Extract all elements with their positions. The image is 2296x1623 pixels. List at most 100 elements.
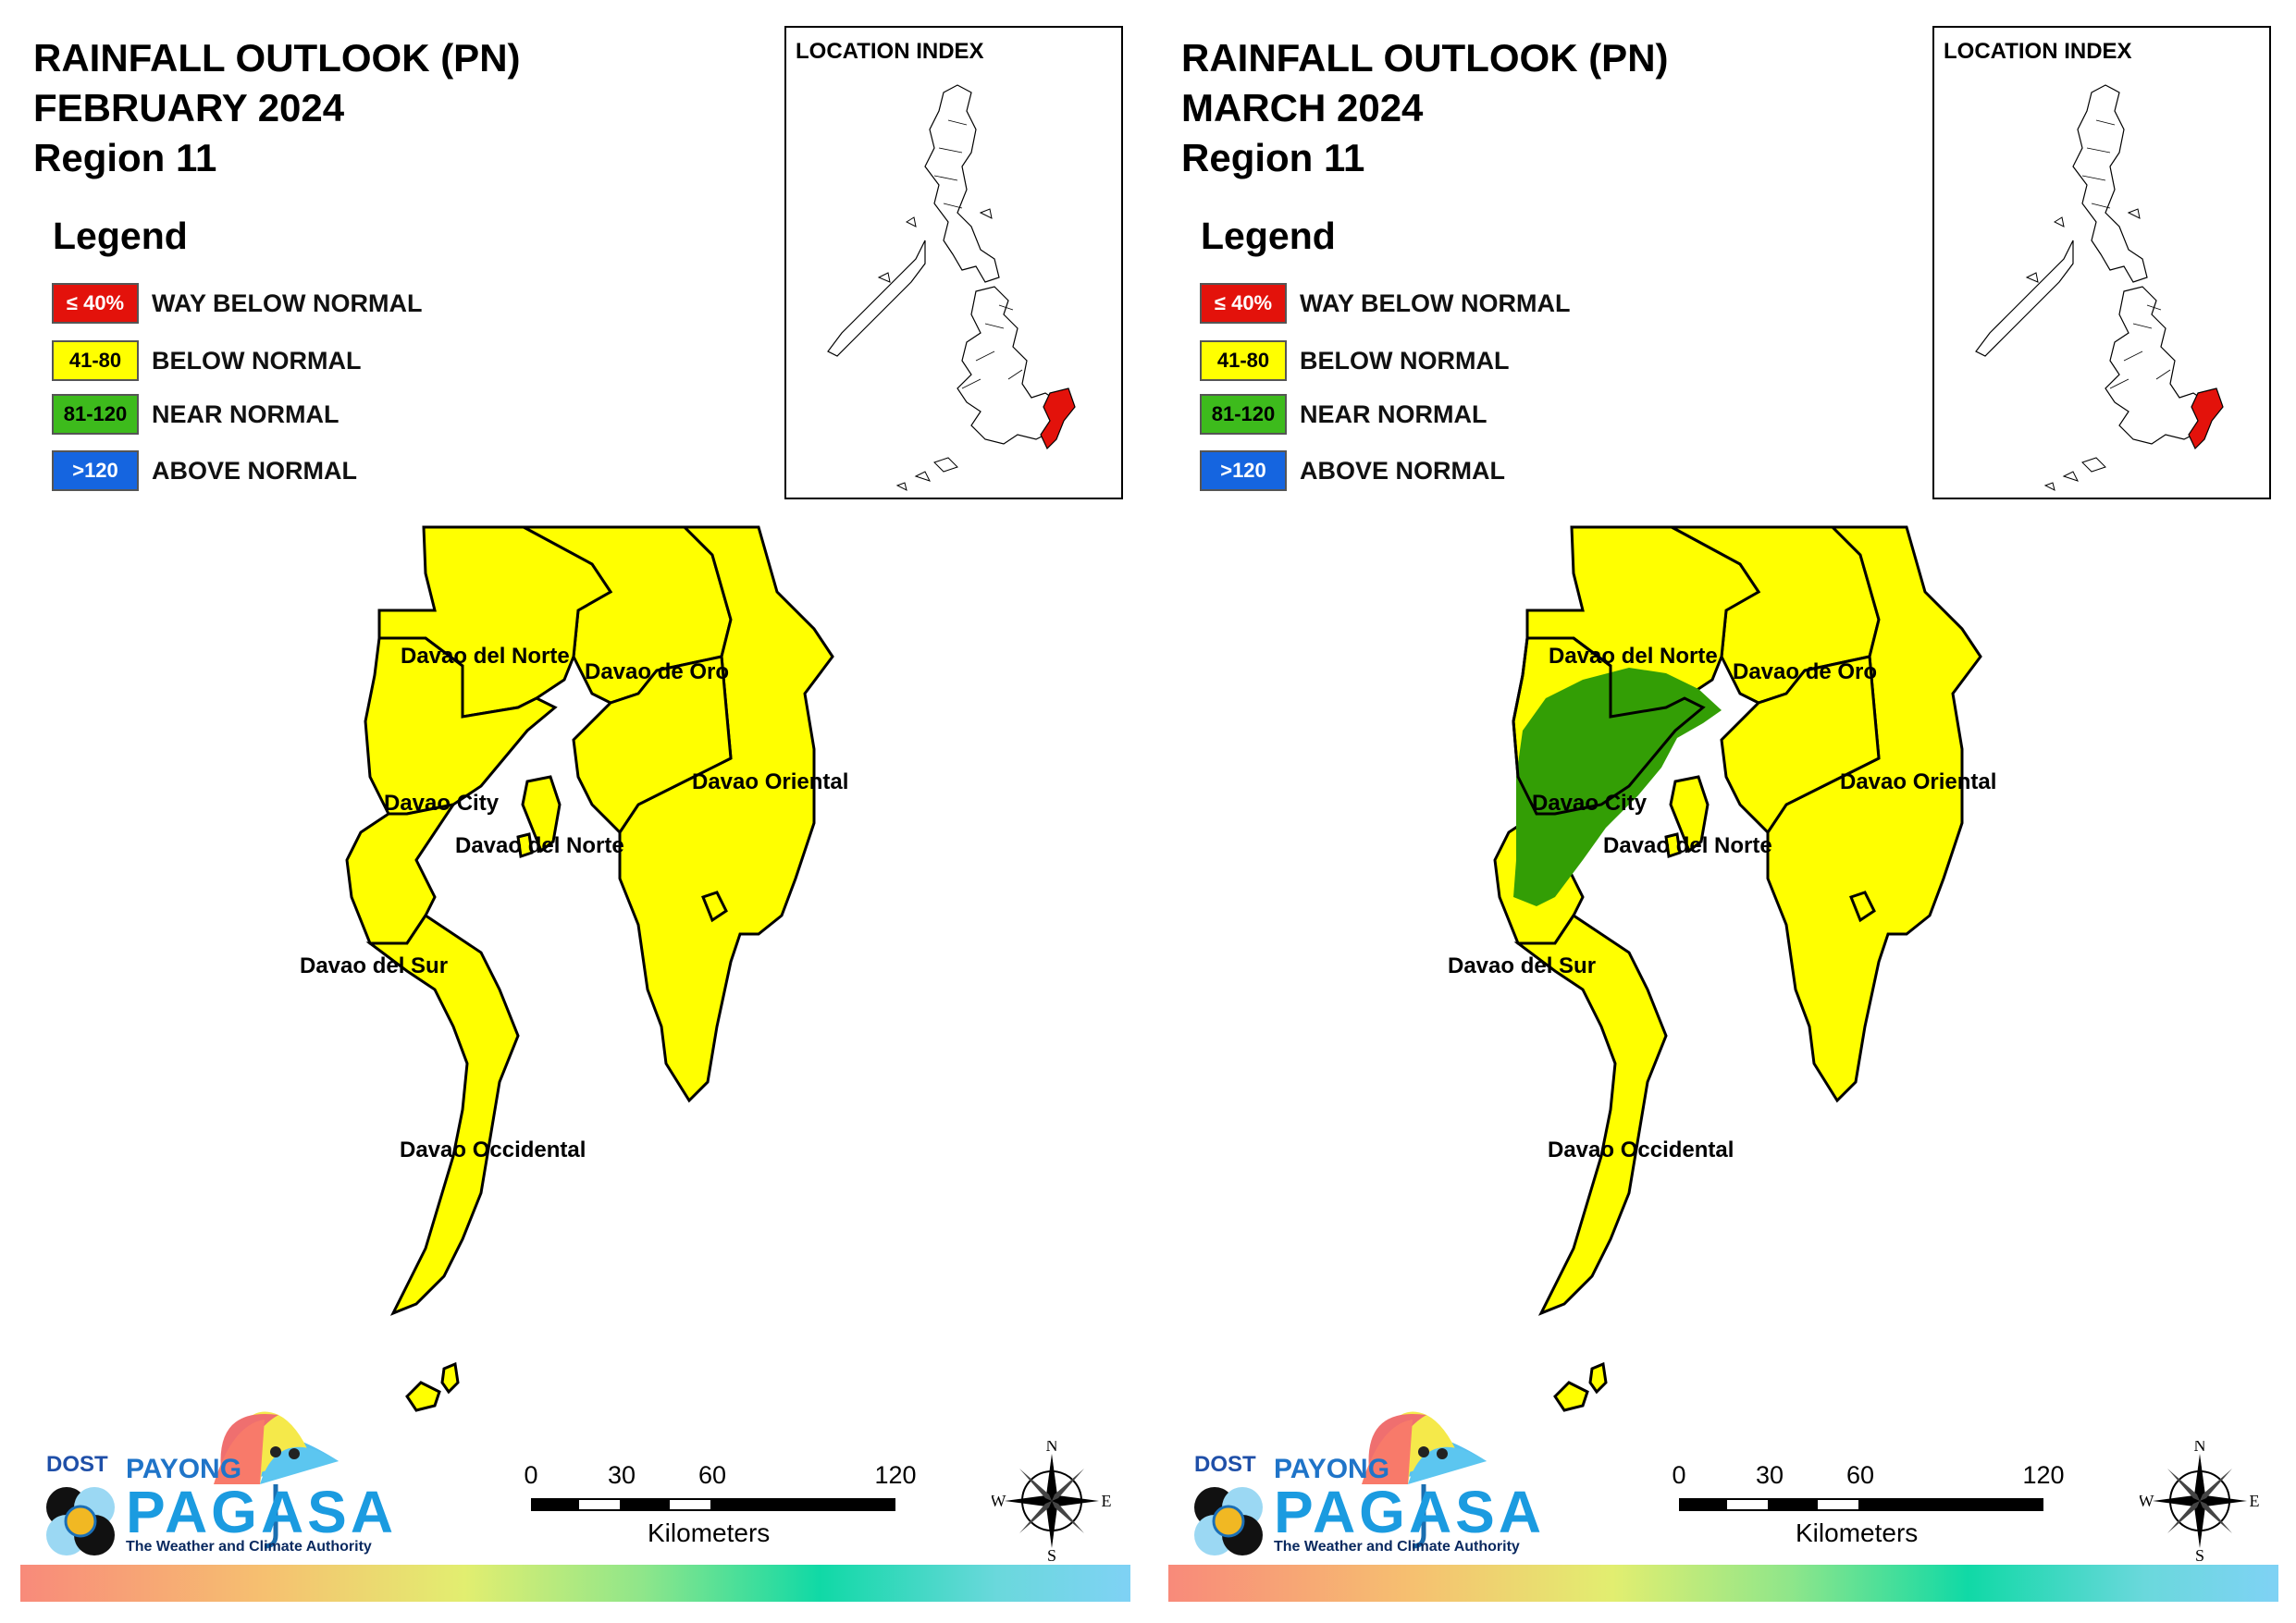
scale-segment: [1770, 1498, 1816, 1511]
scale-tick-60: 60: [697, 1461, 727, 1489]
province-davao-occidental: [1513, 913, 1668, 1316]
label-davao-oriental: Davao Oriental: [692, 769, 848, 794]
scale-bar: 0 30 60 120 Kilometers: [518, 1461, 925, 1563]
region-11-map: Davao del Norte Davao de Oro Davao Orien…: [300, 525, 848, 1412]
scale-segment: [531, 1498, 577, 1511]
tagline: The Weather and Climate Authority: [126, 1539, 372, 1555]
title-line-3: Region 11: [1181, 136, 1365, 179]
compass-e: E: [2250, 1492, 2260, 1510]
compass-e: E: [1102, 1492, 1112, 1510]
island-balut: [1553, 1361, 1608, 1412]
island-samal: [1669, 775, 1710, 854]
legend-item-near-normal: 81-120 NEAR NORMAL: [52, 394, 339, 435]
label-davao-de-oro: Davao de Oro: [1733, 659, 1877, 684]
payong-pagasa-logo: DOST PAYONG PAGASA The Weather and Clima…: [1181, 1387, 1541, 1563]
scale-tick-30: 30: [1755, 1461, 1784, 1489]
legend-label: WAY BELOW NORMAL: [1300, 289, 1571, 317]
legend-swatch: >120: [1200, 450, 1287, 491]
compass-w: W: [2140, 1492, 2154, 1510]
compass-w: W: [992, 1492, 1006, 1510]
legend-item-below-normal: 41-80 BELOW NORMAL: [52, 340, 361, 381]
legend-swatch: 81-120: [1200, 394, 1287, 435]
province-davao-de-oro-south: [1720, 655, 1881, 835]
scale-segment: [1816, 1498, 1860, 1511]
legend-swatch: 41-80: [1200, 340, 1287, 381]
scale-segment: [1679, 1498, 1725, 1511]
scale-tick-120: 120: [2022, 1461, 2065, 1489]
umbrella-icon: [46, 1411, 339, 1555]
legend-label: NEAR NORMAL: [1300, 400, 1487, 428]
map-title: RAINFALL OUTLOOK (PN) FEBRUARY 2024 Regi…: [33, 33, 521, 183]
scale-unit: Kilometers: [1796, 1518, 1919, 1547]
island-small: [1849, 891, 1876, 923]
footer-gradient-bar: [1168, 1565, 2278, 1602]
dost-label: DOST: [46, 1452, 108, 1477]
label-davao-city: Davao City: [1532, 791, 1648, 816]
legend-item-above-normal: >120 ABOVE NORMAL: [1200, 450, 1505, 491]
label-davao-occidental: Davao Occidental: [400, 1137, 586, 1162]
scale-unit: Kilometers: [648, 1518, 771, 1547]
legend-item-near-normal: 81-120 NEAR NORMAL: [1200, 394, 1487, 435]
island-talikud: [516, 832, 534, 858]
legend-item-way-below-normal: ≤ 40% WAY BELOW NORMAL: [1200, 283, 1571, 324]
umbrella-icon: [1194, 1411, 1487, 1555]
near-normal-overlay: [1512, 636, 1722, 906]
scale-bar: 0 30 60 120 Kilometers: [1666, 1461, 2073, 1563]
title-line-1: RAINFALL OUTLOOK (PN): [33, 36, 521, 80]
legend-label: BELOW NORMAL: [152, 346, 362, 375]
label-davao-oriental: Davao Oriental: [1840, 769, 1996, 794]
scale-segment: [712, 1498, 895, 1511]
scale-tick-60: 60: [1845, 1461, 1875, 1489]
compass-rose-icon: N S W E: [2139, 1436, 2260, 1566]
compass-rose-icon: N S W E: [991, 1436, 1112, 1566]
legend-swatch: 81-120: [52, 394, 139, 435]
title-line-1: RAINFALL OUTLOOK (PN): [1181, 36, 1669, 80]
payong-label: PAYONG: [126, 1454, 242, 1484]
label-davao-occidental: Davao Occidental: [1548, 1137, 1734, 1162]
legend-swatch: ≤ 40%: [52, 283, 139, 324]
philippines-outline-map: [1975, 84, 2224, 491]
compass-n: N: [1046, 1441, 1058, 1455]
compass-s: S: [2195, 1546, 2204, 1561]
compass-graphic: N S W E: [2139, 1436, 2260, 1565]
label-davao-del-sur: Davao del Sur: [300, 953, 448, 978]
legend-title: Legend: [1201, 215, 1336, 257]
island-talikud: [1664, 832, 1682, 858]
outlook-panel-february: RAINFALL OUTLOOK (PN) FEBRUARY 2024 Regi…: [20, 26, 1130, 1602]
location-index-map: LOCATION INDEX: [1932, 26, 2271, 499]
footer-gradient-bar: [20, 1565, 1130, 1602]
scale-tick-0: 0: [1672, 1461, 1686, 1489]
pagasa-label: PAGASA: [126, 1479, 398, 1545]
philippines-outline-map: [827, 84, 1076, 491]
legend-item-below-normal: 41-80 BELOW NORMAL: [1200, 340, 1509, 381]
island-small: [701, 891, 728, 923]
location-index-label: LOCATION INDEX: [796, 39, 984, 64]
pagasa-label: PAGASA: [1274, 1479, 1546, 1545]
legend-swatch: 41-80: [52, 340, 139, 381]
map-title: RAINFALL OUTLOOK (PN) MARCH 2024 Region …: [1181, 33, 1669, 183]
compass-n: N: [2194, 1441, 2206, 1455]
compass-s: S: [1047, 1546, 1056, 1561]
payong-pagasa-logo: DOST PAYONG PAGASA The Weather and Clima…: [33, 1387, 393, 1563]
legend-item-above-normal: >120 ABOVE NORMAL: [52, 450, 357, 491]
legend-label: WAY BELOW NORMAL: [152, 289, 423, 317]
tagline: The Weather and Climate Authority: [1274, 1539, 1520, 1555]
location-index-map: LOCATION INDEX: [784, 26, 1123, 499]
scale-segment: [577, 1498, 622, 1511]
legend-label: ABOVE NORMAL: [152, 456, 357, 485]
region-11-map: Davao del Norte Davao de Oro Davao Orien…: [1448, 525, 1996, 1412]
scale-segment: [622, 1498, 668, 1511]
scale-segment: [1860, 1498, 2043, 1511]
province-shapes: [345, 525, 834, 1412]
legend-swatch: >120: [52, 450, 139, 491]
scale-tick-120: 120: [874, 1461, 917, 1489]
island-balut: [405, 1361, 460, 1412]
scale-tick-30: 30: [607, 1461, 636, 1489]
island-samal: [521, 775, 562, 854]
legend-title: Legend: [53, 215, 188, 257]
label-davao-de-oro: Davao de Oro: [585, 659, 729, 684]
title-line-2: FEBRUARY 2024: [33, 86, 345, 129]
payong-label: PAYONG: [1274, 1454, 1390, 1484]
label-davao-del-norte: Davao del Norte: [401, 644, 570, 669]
legend-label: BELOW NORMAL: [1300, 346, 1510, 375]
